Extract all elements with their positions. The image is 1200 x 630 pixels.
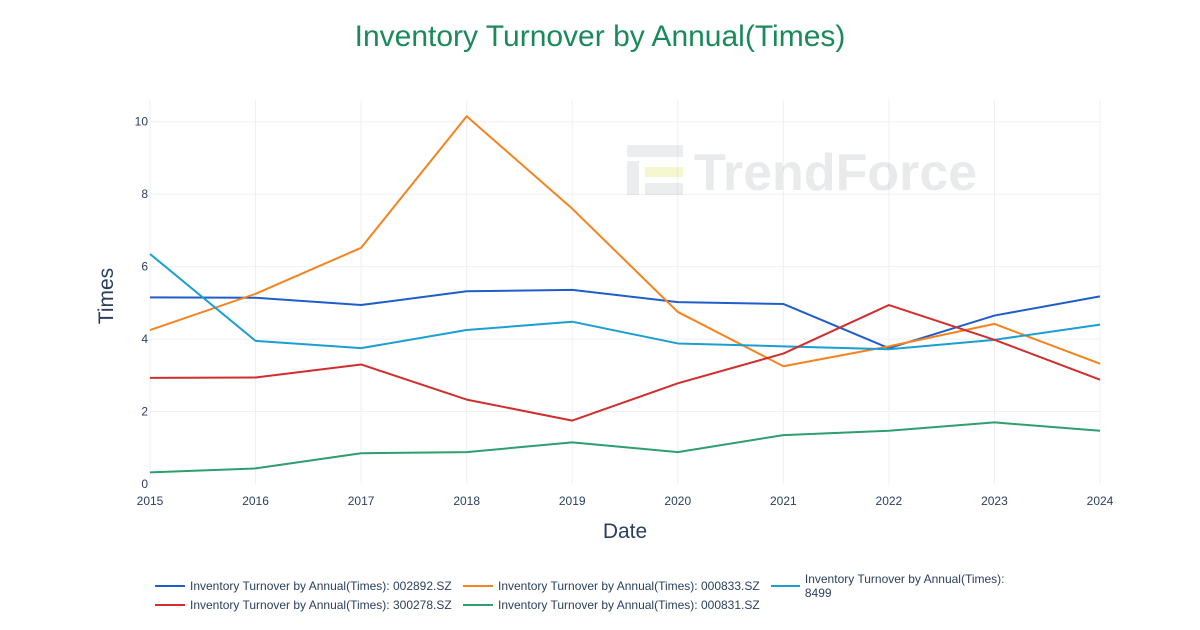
legend-label: Inventory Turnover by Annual(Times): 300…	[190, 597, 452, 612]
legend-row: Inventory Turnover by Annual(Times): 002…	[150, 572, 1150, 600]
legend-swatch	[771, 584, 800, 587]
series-line-1[interactable]	[149, 115, 1101, 368]
legend-swatch	[155, 603, 185, 606]
series-line-2[interactable]	[149, 253, 1101, 351]
y-tick-label: 8	[141, 187, 148, 201]
y-tick-label: 10	[135, 115, 149, 129]
x-tick-label: 2016	[242, 494, 269, 508]
x-tick-label: 2021	[770, 494, 797, 508]
x-tick-label: 2017	[348, 494, 375, 508]
axes: 0 2 4 6 8 10 2015 2016 2017 2018 2019 2020 2021 2022 2…	[95, 115, 1114, 543]
legend-item[interactable]: Inventory Turnover by Annual(Times): 849…	[766, 572, 1026, 600]
y-tick-label: 6	[141, 260, 148, 274]
x-tick-label: 2015	[137, 494, 164, 508]
x-tick-label: 2019	[559, 494, 586, 508]
x-tick-label: 2023	[981, 494, 1008, 508]
legend-row: Inventory Turnover by Annual(Times): 300…	[150, 595, 1150, 614]
x-tick-label: 2022	[876, 494, 903, 508]
legend-item[interactable]: Inventory Turnover by Annual(Times): 000…	[458, 598, 766, 612]
y-tick-label: 2	[141, 405, 148, 419]
x-tick-label: 2020	[664, 494, 691, 508]
legend-label: Inventory Turnover by Annual(Times): 002…	[190, 578, 452, 593]
x-axis-title: Date	[603, 520, 647, 543]
legend-label: Inventory Turnover by Annual(Times): 000…	[498, 597, 760, 612]
legend-swatch	[155, 584, 185, 587]
y-tick-label: 0	[141, 477, 148, 491]
legend-item[interactable]: Inventory Turnover by Annual(Times): 300…	[150, 598, 458, 612]
legend-swatch	[463, 584, 493, 587]
legend: Inventory Turnover by Annual(Times): 002…	[150, 572, 1150, 614]
watermark: TrendForce	[627, 144, 977, 202]
series-lines	[149, 115, 1101, 474]
x-tick-label: 2018	[453, 494, 480, 508]
legend-label: Inventory Turnover by Annual(Times): 000…	[498, 578, 760, 593]
series-line-4[interactable]	[149, 421, 1101, 474]
chart-title: Inventory Turnover by Annual(Times)	[354, 20, 846, 53]
gridlines	[149, 100, 1101, 484]
y-axis-title: Times	[95, 268, 118, 324]
watermark-text: TrendForce	[694, 144, 977, 202]
legend-swatch	[463, 603, 493, 606]
y-tick-label: 4	[141, 332, 148, 346]
legend-item[interactable]: Inventory Turnover by Annual(Times): 000…	[458, 579, 766, 593]
series-line-3[interactable]	[149, 304, 1101, 422]
x-tick-label: 2024	[1087, 494, 1114, 508]
legend-label: Inventory Turnover by Annual(Times): 849…	[804, 571, 1005, 600]
series-line-0[interactable]	[149, 288, 1101, 350]
legend-item[interactable]: Inventory Turnover by Annual(Times): 002…	[150, 579, 458, 593]
